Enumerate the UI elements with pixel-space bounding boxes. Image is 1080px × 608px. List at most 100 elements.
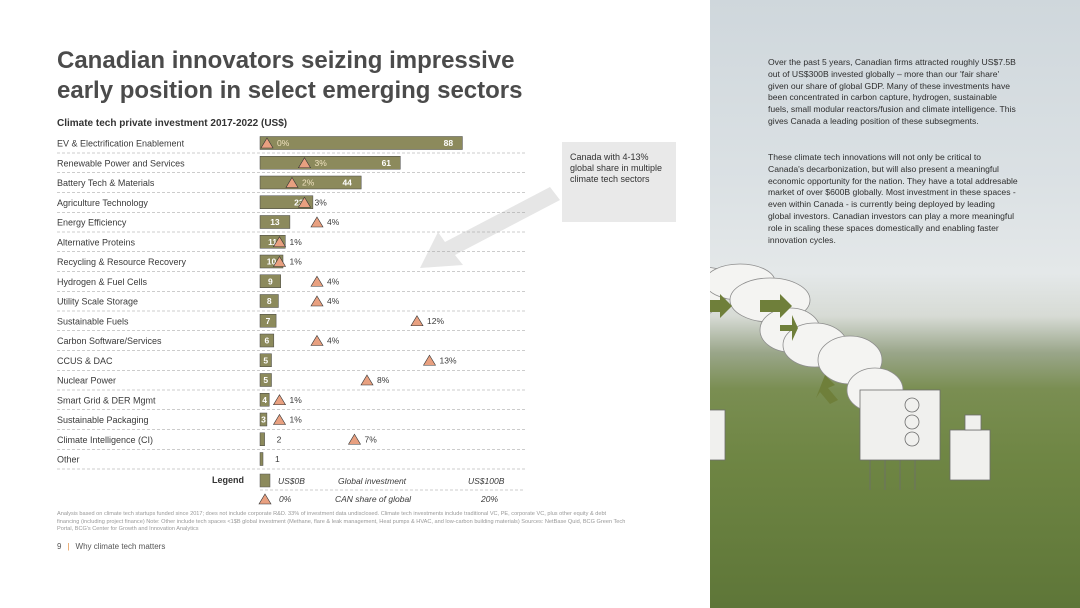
share-triangle xyxy=(297,196,312,208)
share-value-label: 4% xyxy=(327,336,340,346)
legend-triangle-swatch xyxy=(258,493,272,505)
share-value-label: 4% xyxy=(327,217,340,227)
category-label: Recycling & Resource Recovery xyxy=(57,257,187,267)
investment-value-label: 10 xyxy=(267,257,277,267)
callout-box: Canada with 4-13% global share in multip… xyxy=(562,142,676,222)
legend-bar-caption: Global investment xyxy=(338,476,407,486)
investment-chart: EV & Electrification Enablement 88 0% Renew… xyxy=(57,136,560,505)
legend-bar-swatch xyxy=(259,473,271,488)
share-value-label: 12% xyxy=(427,316,444,326)
investment-value-label: 44 xyxy=(342,178,352,188)
category-label: Renewable Power and Services xyxy=(57,158,185,168)
chart-legend: Legend US$0B Global investment US$100B 0… xyxy=(212,473,525,505)
investment-bar xyxy=(259,393,270,407)
category-label: Energy Efficiency xyxy=(57,218,127,228)
share-value-label: 3% xyxy=(315,197,328,207)
investment-bar xyxy=(259,215,291,229)
share-triangle xyxy=(310,334,324,346)
investment-bar xyxy=(259,314,277,328)
investment-bar xyxy=(259,412,268,427)
legend-label: Legend xyxy=(212,475,244,485)
investment-value-label: 5 xyxy=(263,375,268,385)
share-value-label: 4% xyxy=(327,276,340,286)
investment-value-label: 4 xyxy=(262,395,267,405)
legend-bar-start: US$0B xyxy=(278,476,305,486)
investment-value-label: 9 xyxy=(268,276,273,286)
share-value-label: 1% xyxy=(290,237,303,247)
footnote: Analysis based on climate tech startups … xyxy=(57,511,626,533)
chart-title: Climate tech private investment 2017-202… xyxy=(57,118,288,129)
share-value-label: 2% xyxy=(302,178,315,188)
investment-bar xyxy=(259,274,281,288)
share-triangle xyxy=(297,157,312,169)
legend-tri-caption: CAN share of global xyxy=(335,494,412,504)
category-label: Sustainable Packaging xyxy=(57,415,149,425)
share-value-label: 13% xyxy=(440,355,457,365)
legend-tri-start: 0% xyxy=(279,494,292,504)
category-label: Climate Intelligence (CI) xyxy=(57,435,153,445)
investment-value-label: 88 xyxy=(444,138,454,148)
share-value-label: 8% xyxy=(377,375,390,385)
investment-value-label: 6 xyxy=(265,336,270,346)
page-title: Canadian innovators seizing impressive e… xyxy=(57,47,523,104)
category-label: Alternative Proteins xyxy=(57,237,136,247)
category-label: Sustainable Fuels xyxy=(57,316,129,326)
share-triangle xyxy=(272,236,287,248)
share-triangle xyxy=(272,255,287,267)
share-triangle xyxy=(360,374,374,386)
investment-bar xyxy=(259,136,463,150)
investment-bar xyxy=(259,373,272,387)
share-value-label: 1% xyxy=(290,257,303,267)
investment-bar xyxy=(259,333,275,348)
category-label: Carbon Software/Services xyxy=(57,336,162,346)
category-label: CCUS & DAC xyxy=(57,356,113,366)
share-value-label: 1% xyxy=(290,415,303,425)
investment-bar xyxy=(259,175,362,190)
legend-tri-end: 20% xyxy=(480,494,498,504)
investment-value-label: 61 xyxy=(382,158,392,168)
category-label: Smart Grid & DER Mgmt xyxy=(57,395,156,405)
share-triangle xyxy=(285,176,299,188)
investment-bar xyxy=(259,156,401,170)
share-triangle xyxy=(272,394,287,406)
category-label: Nuclear Power xyxy=(57,376,116,386)
investment-bar xyxy=(259,432,265,446)
share-triangle xyxy=(310,275,324,287)
share-value-label: 3% xyxy=(315,158,328,168)
category-label: Agriculture Technology xyxy=(57,198,148,208)
share-triangle xyxy=(260,137,274,149)
category-label: Battery Tech & Materials xyxy=(57,178,155,188)
investment-value-label: 7 xyxy=(266,316,271,326)
page-section: Why climate tech matters xyxy=(75,542,166,551)
share-value-label: 1% xyxy=(290,395,303,405)
category-label: EV & Electrification Enablement xyxy=(57,139,185,149)
share-triangle xyxy=(422,354,437,366)
investment-bar xyxy=(259,294,279,308)
landscape-background xyxy=(710,0,1080,608)
investment-bar xyxy=(259,452,264,466)
investment-value-label: 1 xyxy=(275,454,280,464)
share-triangle xyxy=(310,295,324,307)
investment-value-label: 23 xyxy=(294,197,304,207)
callout-arrow xyxy=(420,187,560,268)
investment-value-label: 5 xyxy=(263,355,268,365)
factory-clouds-illustration xyxy=(710,263,991,490)
page-number: 9 xyxy=(57,542,62,551)
share-triangle xyxy=(272,413,287,425)
summary-paragraph-1: Over the past 5 years, Canadian firms at… xyxy=(768,57,1016,126)
footer-separator: | xyxy=(67,542,70,551)
share-triangle xyxy=(347,433,362,445)
category-label: Other xyxy=(57,455,80,465)
share-triangle xyxy=(410,315,424,327)
investment-value-label: 13 xyxy=(270,217,280,227)
summary-paragraph-2: These climate tech innovations will not … xyxy=(768,152,1018,245)
share-triangle xyxy=(310,216,324,228)
legend-bar-end: US$100B xyxy=(468,476,505,486)
category-label: Utility Scale Storage xyxy=(57,297,138,307)
share-value-label: 0% xyxy=(277,138,290,148)
category-label: Hydrogen & Fuel Cells xyxy=(57,277,148,287)
investment-bar xyxy=(259,353,272,367)
share-value-label: 4% xyxy=(327,296,340,306)
investment-value-label: 11 xyxy=(268,237,277,247)
page-footer: 9 | Why climate tech matters xyxy=(57,542,165,551)
